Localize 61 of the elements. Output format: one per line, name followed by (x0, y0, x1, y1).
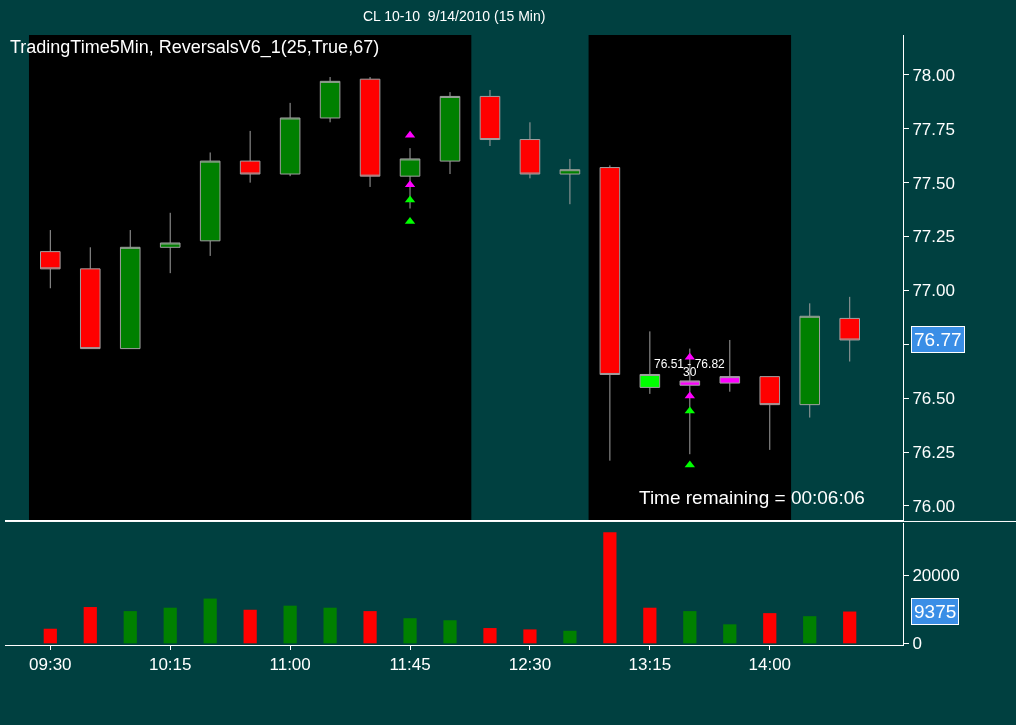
bar (643, 607, 657, 644)
candlestick (559, 158, 581, 205)
y-tick-label: 78.00 (912, 65, 955, 85)
candlestick (519, 121, 541, 179)
candlestick (199, 151, 221, 257)
annotation: Time remaining = 00:06:06 (639, 487, 865, 508)
bar (603, 532, 617, 644)
bar (523, 629, 537, 644)
bar (163, 607, 177, 644)
candlestick (40, 229, 61, 289)
x-tick-label: 10:15 (148, 655, 192, 675)
y-tick-label: 76.00 (912, 496, 955, 516)
y-tick-label: 77.25 (912, 227, 955, 247)
bar (83, 607, 97, 644)
bar (243, 609, 257, 644)
bar (723, 624, 737, 644)
y-tick-label: 76.25 (912, 443, 955, 463)
chart-title: CL 10-10 9/14/2010 (15 Min) (363, 8, 546, 24)
bar (683, 611, 697, 644)
bar (403, 618, 417, 644)
x-tick-label: 13:15 (628, 655, 672, 675)
candlestick (319, 76, 341, 123)
bar (363, 611, 377, 644)
bar (443, 620, 457, 644)
bar (323, 607, 337, 644)
candlestick (239, 130, 261, 184)
candlestick (759, 376, 781, 451)
bar (843, 611, 857, 644)
x-tick-label: 12:30 (508, 655, 552, 675)
candlestick (439, 91, 461, 175)
y-tick-label: 76.50 (912, 389, 955, 409)
candlestick (159, 212, 181, 274)
bar (283, 605, 297, 644)
y-tick-label: 20000 (912, 566, 960, 586)
y-tick-label: 77.75 (912, 119, 955, 139)
candlestick (799, 302, 821, 419)
y-tick-label: 77.50 (912, 173, 955, 193)
bar (563, 630, 577, 644)
text: 9375 (914, 601, 957, 622)
x-tick-label: 11:45 (389, 655, 431, 675)
bar (203, 598, 217, 644)
x-tick-label: 14:00 (748, 655, 792, 675)
x-tick-label: 09:30 (29, 655, 72, 675)
candlestick (839, 296, 860, 363)
bar (803, 616, 817, 644)
candlestick (79, 246, 101, 350)
y-tick-label: 77.00 (912, 281, 955, 301)
candlestick (399, 147, 421, 209)
candlestick (599, 164, 621, 462)
y-tick-label: 0 (912, 634, 922, 654)
bar (43, 628, 57, 644)
candlestick (359, 76, 381, 188)
chart-subtitle: TradingTime5Min, ReversalsV6_1(25,True,67) (10, 37, 380, 58)
text: 76.77 (914, 329, 962, 350)
bar (763, 613, 777, 644)
bar (123, 611, 137, 644)
candlestick (279, 102, 301, 177)
x-tick-label: 11:00 (269, 655, 311, 675)
candlestick (479, 89, 501, 147)
bar (483, 628, 497, 644)
candlestick (119, 229, 141, 350)
